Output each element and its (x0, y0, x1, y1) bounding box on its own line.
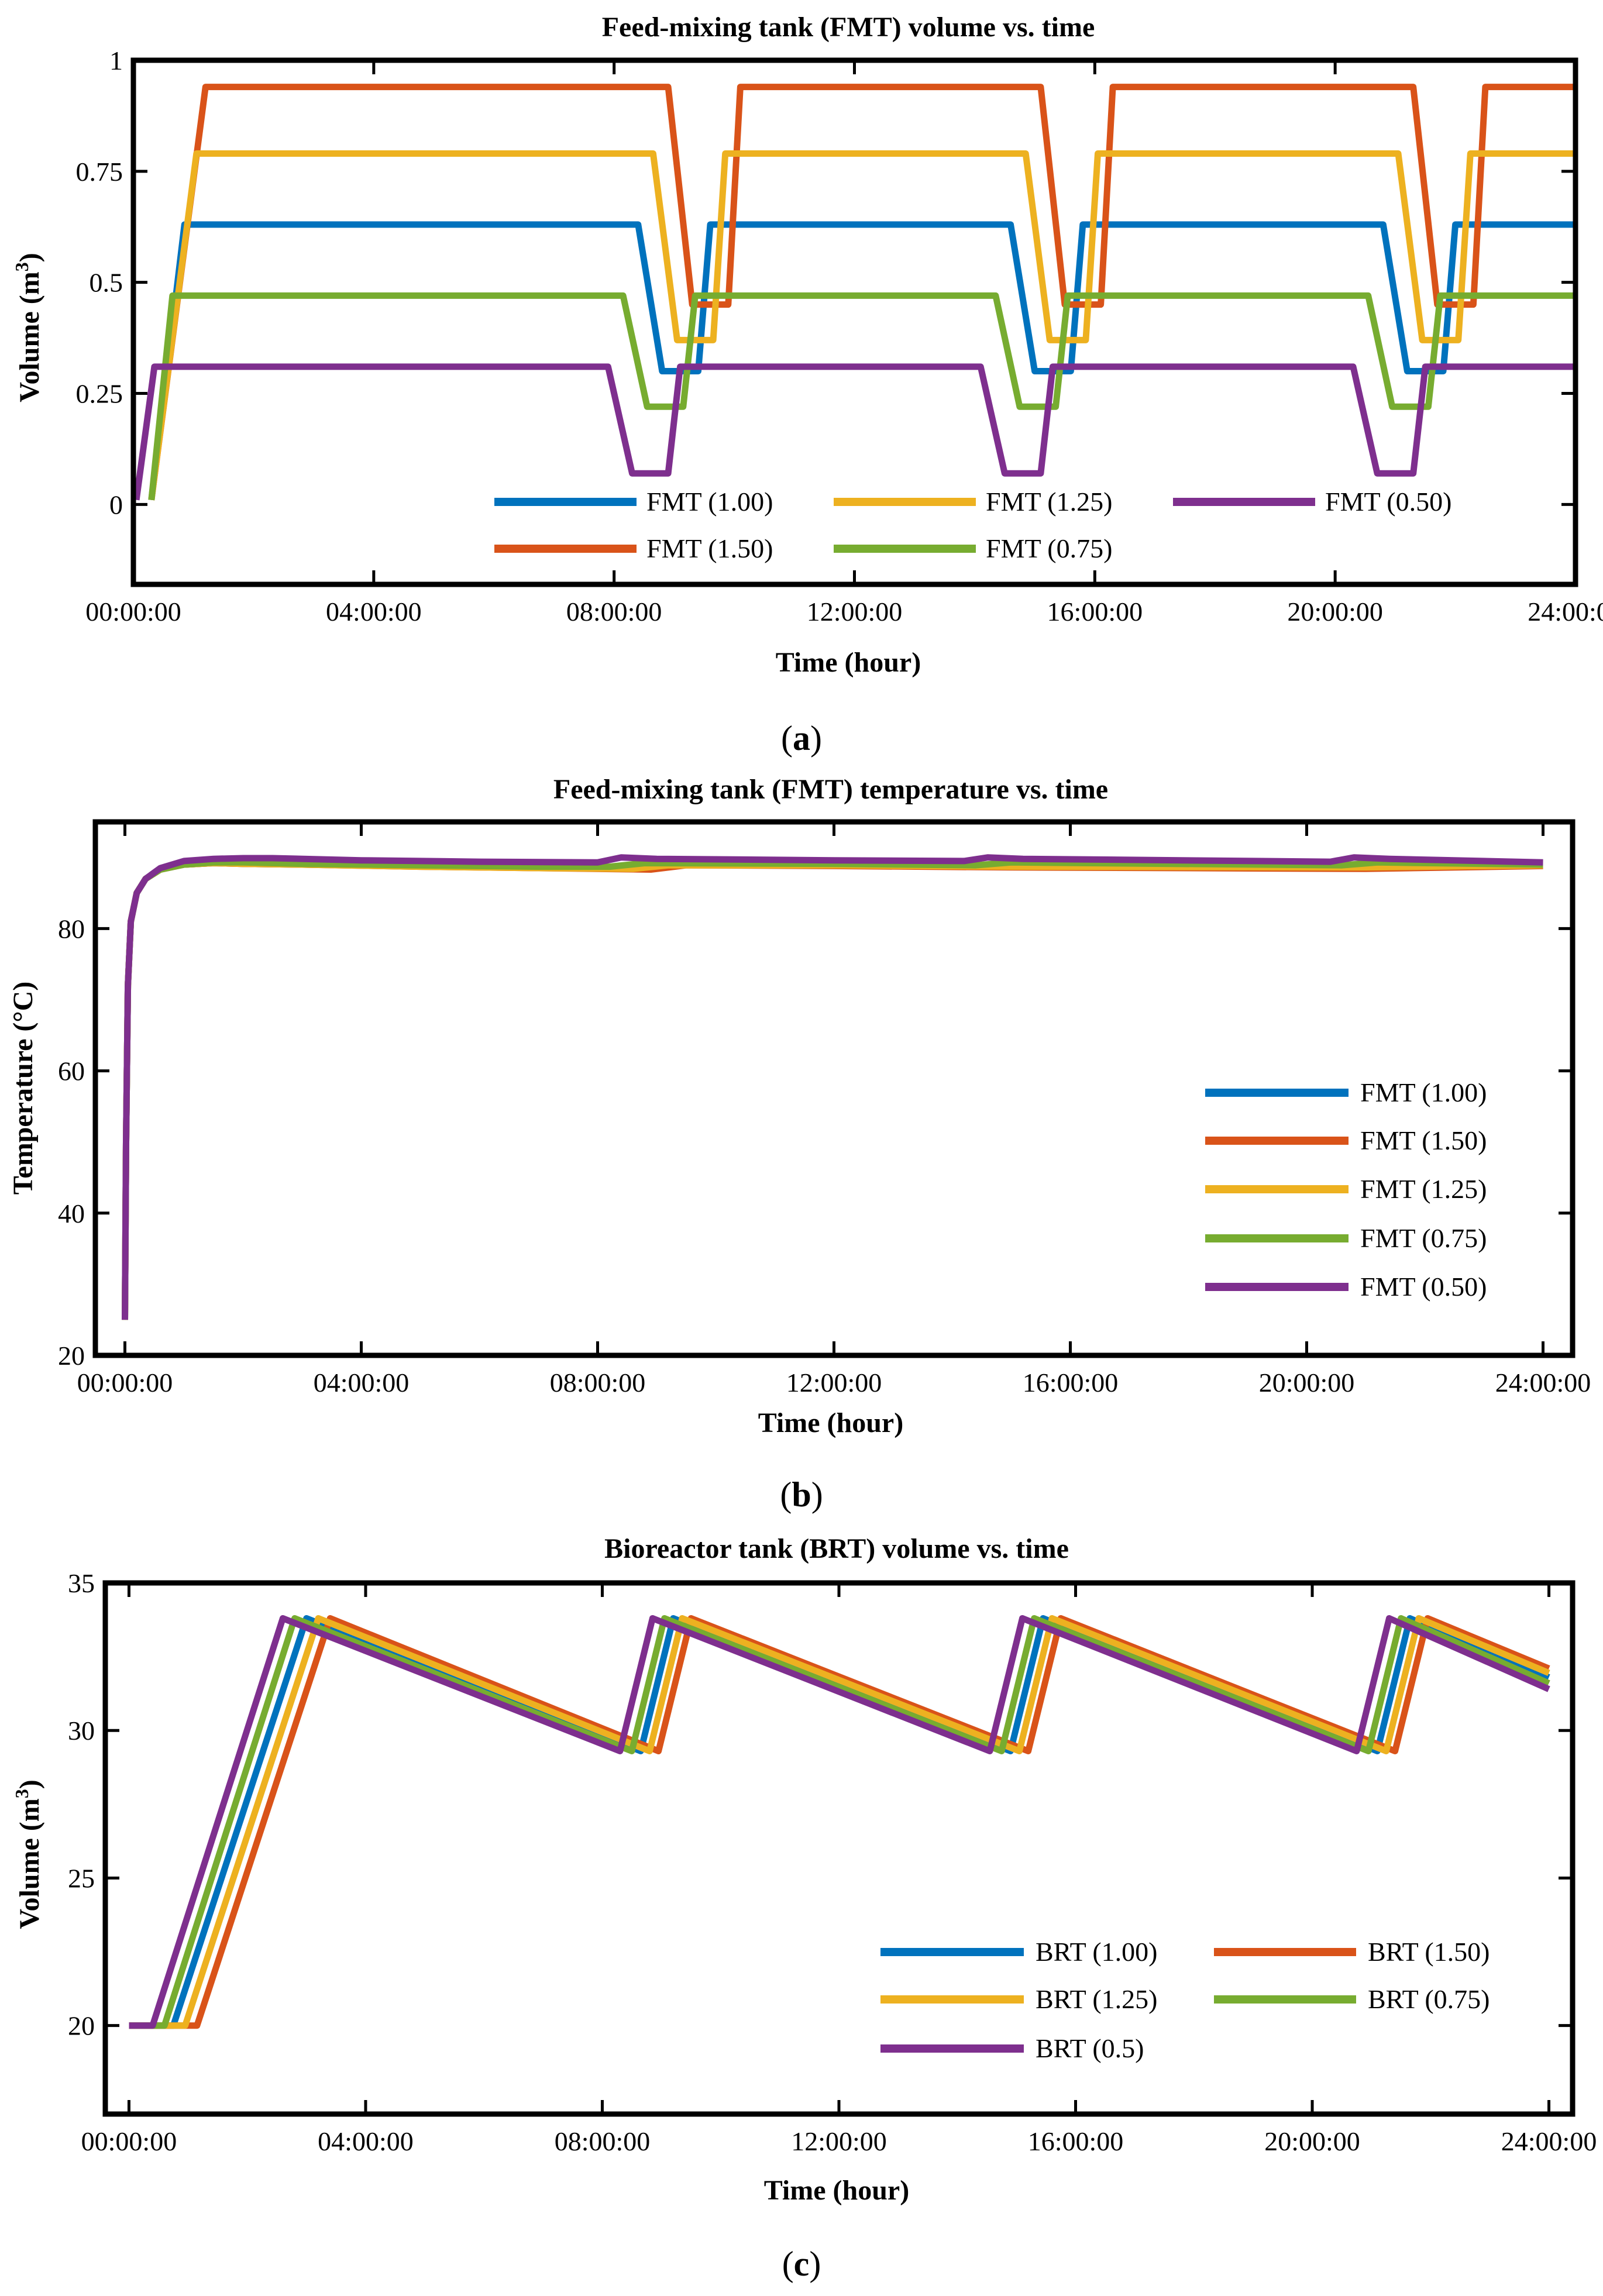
chart-fmt-volume: Feed-mixing tank (FMT) volume vs. time 0… (11, 12, 1603, 758)
chart-a-ticks: 00:00:00 04:00:00 08:00:00 12:00:00 16:00:00… (76, 46, 1603, 627)
chart-c-title: Bioreactor tank (BRT) volume vs. time (604, 1533, 1069, 1564)
chart-a-ytick-label-1: 0.25 (76, 378, 123, 408)
legend-a-label-3: FMT (0.75) (986, 533, 1112, 563)
chart-a-ytick-label-3: 0.75 (76, 157, 123, 187)
legend-b-label-3: FMT (0.75) (1360, 1223, 1487, 1253)
chart-a-xtick-label-5: 20:00:00 (1287, 597, 1383, 627)
chart-c-ytick-label-1: 25 (68, 1863, 95, 1893)
chart-fmt-temperature: Feed-mixing tank (FMT) temperature vs. t… (8, 774, 1591, 1514)
chart-b-xlabel: Time (hour) (758, 1407, 903, 1438)
chart-c-panel-label: (c) (782, 2245, 821, 2283)
chart-b-series-line-4 (122, 854, 1543, 1320)
chart-c-xtick-label-3: 12:00:00 (791, 2126, 887, 2156)
chart-a-ytick-label-0: 0 (109, 490, 123, 519)
chart-c-series-line-2 (129, 1615, 1550, 2029)
chart-a-xtick-label-0: 00:00:00 (85, 597, 181, 627)
chart-a-panel-label: (a) (781, 719, 822, 758)
legend-b-label-2: FMT (1.25) (1360, 1174, 1487, 1204)
chart-a-series-line-4 (133, 363, 1576, 501)
chart-b-xtick-label-1: 04:00:00 (314, 1368, 410, 1397)
legend-a-label-1: FMT (1.50) (646, 533, 773, 563)
chart-c-series-line-4 (129, 1615, 1550, 2029)
chart-b-xtick-label-0: 00:00:00 (77, 1368, 173, 1397)
chart-a-xtick-label-1: 04:00:00 (326, 597, 422, 627)
chart-b-ticks: 00:00:00 04:00:00 08:00:00 12:00:00 16:00:00… (58, 822, 1591, 1397)
chart-a-series-line-3 (148, 292, 1576, 501)
chart-a-xtick-label-3: 12:00:00 (807, 597, 903, 627)
chart-a-legend: FMT (1.00) FMT (1.50) FMT (1.25) FMT (0.… (494, 487, 1451, 563)
chart-a-xlabel: Time (hour) (776, 647, 921, 678)
chart-b-frame (92, 819, 1576, 1358)
legend-b-label-0: FMT (1.00) (1360, 1078, 1487, 1107)
chart-c-ylabel: Volume (m3) (11, 1779, 45, 1929)
legend-c-label-3: BRT (0.75) (1368, 1984, 1490, 2014)
chart-c-series-line-1 (129, 1615, 1550, 2029)
chart-b-xtick-label-2: 08:00:00 (550, 1368, 646, 1397)
chart-a-ylabel: Volume (m3) (11, 253, 45, 402)
chart-b-panel-label: (b) (780, 1475, 823, 1514)
legend-c-label-0: BRT (1.00) (1036, 1937, 1158, 1967)
chart-a-ytick-label-2: 0.5 (90, 268, 123, 298)
chart-c-xtick-label-4: 16:00:00 (1028, 2126, 1124, 2156)
chart-b-ytick-label-2: 60 (58, 1056, 85, 1086)
chart-b-xtick-label-3: 12:00:00 (786, 1368, 882, 1397)
legend-c-label-4: BRT (0.5) (1036, 2033, 1144, 2063)
chart-b-ytick-label-0: 20 (58, 1341, 85, 1371)
legend-a-label-2: FMT (1.25) (986, 487, 1112, 517)
chart-b-xtick-label-4: 16:00:00 (1023, 1368, 1119, 1397)
chart-c-plot-area (129, 1615, 1550, 2029)
chart-a-title: Feed-mixing tank (FMT) volume vs. time (602, 12, 1095, 43)
chart-c-ytick-label-0: 20 (68, 2011, 95, 2041)
legend-b-label-4: FMT (0.50) (1360, 1272, 1487, 1302)
chart-b-legend: FMT (1.00) FMT (1.50) FMT (1.25) FMT (0.… (1205, 1078, 1487, 1302)
chart-b-ytick-label-1: 40 (58, 1199, 85, 1228)
chart-a-ytick-label-4: 1 (109, 46, 123, 75)
chart-c-xtick-label-5: 20:00:00 (1264, 2126, 1360, 2156)
legend-b-label-1: FMT (1.50) (1360, 1125, 1487, 1155)
legend-a-label-4: FMT (0.50) (1325, 487, 1451, 517)
chart-c-ytick-label-2: 30 (68, 1716, 95, 1746)
chart-c-series-line-0 (129, 1615, 1550, 2029)
chart-c-ticks: 00:00:00 04:00:00 08:00:00 12:00:00 16:00:00… (68, 1568, 1597, 2156)
chart-a-xtick-label-4: 16:00:00 (1047, 597, 1143, 627)
chart-b-ylabel: Temperature (°C) (8, 982, 39, 1195)
legend-a-label-0: FMT (1.00) (646, 487, 773, 517)
chart-a-series-line-2 (148, 150, 1576, 501)
chart-b-plot-area (122, 854, 1543, 1320)
chart-c-xtick-label-6: 24:00:00 (1501, 2126, 1597, 2156)
chart-c-xtick-label-2: 08:00:00 (555, 2126, 651, 2156)
chart-b-xtick-label-5: 20:00:00 (1259, 1368, 1355, 1397)
chart-a-xtick-label-6: 24:00:00 (1528, 597, 1603, 627)
chart-b-title: Feed-mixing tank (FMT) temperature vs. t… (553, 774, 1108, 805)
chart-b-ytick-label-3: 80 (58, 914, 85, 944)
chart-brt-volume: Bioreactor tank (BRT) volume vs. time 00… (11, 1533, 1597, 2283)
chart-c-xtick-label-1: 04:00:00 (318, 2126, 414, 2156)
legend-c-label-1: BRT (1.50) (1368, 1937, 1490, 1967)
chart-c-xtick-label-0: 00:00:00 (81, 2126, 177, 2156)
chart-c-frame (102, 1580, 1576, 2117)
chart-c-xlabel: Time (hour) (764, 2175, 909, 2206)
chart-a-series-line-0 (148, 221, 1576, 501)
chart-a-xtick-label-2: 08:00:00 (566, 597, 662, 627)
chart-c-ytick-label-3: 35 (68, 1568, 95, 1598)
legend-c-label-2: BRT (1.25) (1036, 1984, 1158, 2014)
chart-a-plot-area (133, 84, 1576, 501)
chart-c-legend: BRT (1.00) BRT (1.50) BRT (1.25) BRT (0.… (880, 1937, 1490, 2063)
chart-b-xtick-label-6: 24:00:00 (1495, 1368, 1591, 1397)
chart-c-series-line-3 (129, 1615, 1550, 2029)
